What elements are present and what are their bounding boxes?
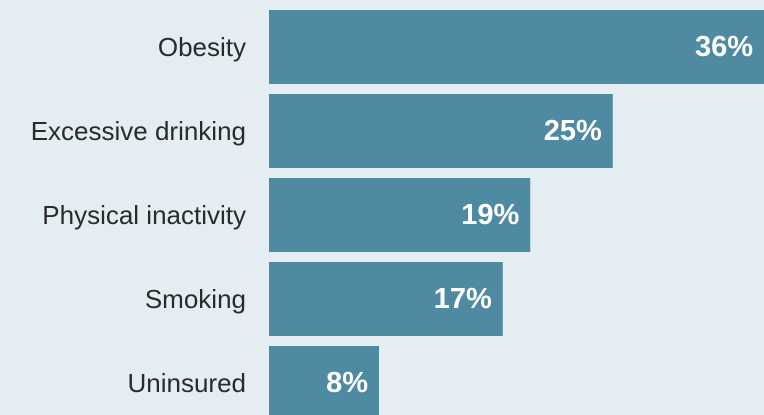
category-label: Excessive drinking xyxy=(31,116,246,146)
value-label: 19% xyxy=(461,199,519,231)
bar-obesity xyxy=(269,10,764,84)
category-label: Uninsured xyxy=(127,368,246,398)
category-label: Smoking xyxy=(145,284,246,314)
category-label: Physical inactivity xyxy=(42,200,246,230)
value-label: 17% xyxy=(434,283,492,315)
value-label: 25% xyxy=(544,115,602,147)
category-label: Obesity xyxy=(158,32,246,62)
value-label: 36% xyxy=(695,31,753,63)
value-label: 8% xyxy=(326,367,368,399)
